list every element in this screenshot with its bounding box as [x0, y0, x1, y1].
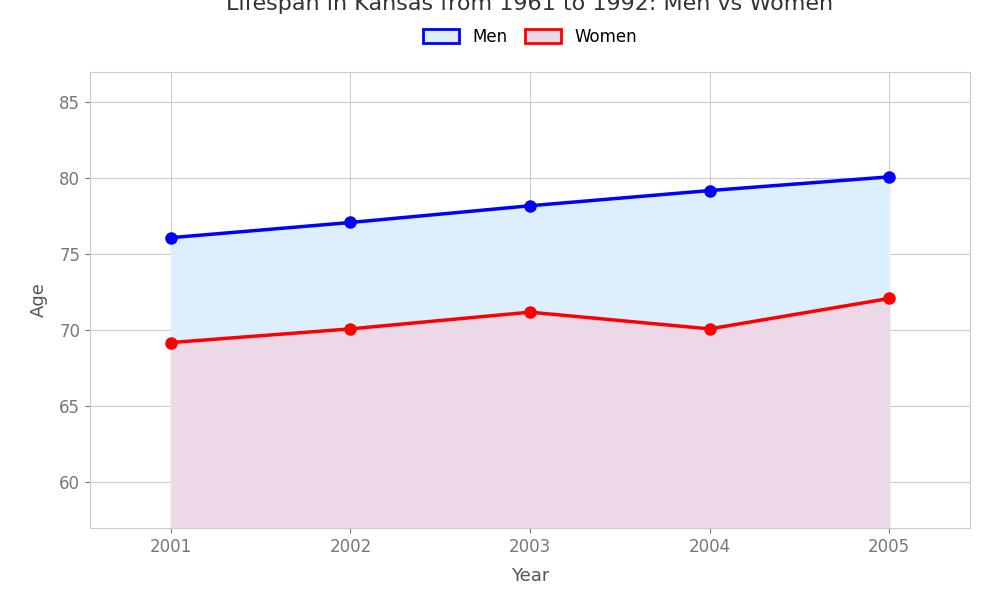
Y-axis label: Age: Age [30, 283, 48, 317]
Legend: Men, Women: Men, Women [416, 21, 644, 52]
Title: Lifespan in Kansas from 1961 to 1992: Men vs Women: Lifespan in Kansas from 1961 to 1992: Me… [226, 0, 834, 13]
X-axis label: Year: Year [511, 567, 549, 585]
